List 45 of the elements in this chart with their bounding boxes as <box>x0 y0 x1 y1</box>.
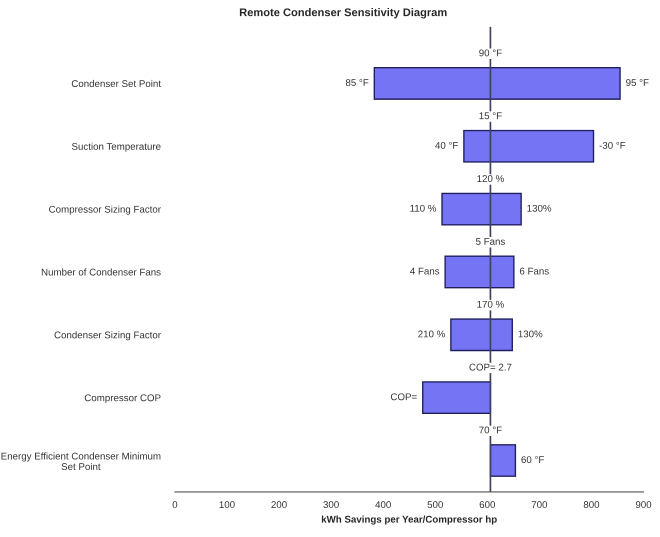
y-tick-label: Number of Condenser Fans <box>42 268 161 276</box>
y-tick-label: Suction Temperature <box>72 142 161 152</box>
x-tick-label: 500 <box>428 501 443 508</box>
chart-title: Remote Condenser Sensitivity Diagram <box>240 8 447 18</box>
annotation: 6 Fans <box>520 268 549 275</box>
bar <box>444 256 515 288</box>
annotation: 40 °F <box>435 142 458 149</box>
annotation: 210 % <box>418 330 445 338</box>
x-tick-label: 300 <box>323 501 339 508</box>
bar <box>374 67 621 100</box>
x-tick-label: 200 <box>271 501 287 508</box>
annotation: COP= 2.7 <box>469 364 512 371</box>
annotation: 70 °F <box>479 426 502 434</box>
x-tick-label: 100 <box>220 501 235 508</box>
x-tick-label: 700 <box>532 501 548 508</box>
annotation: 90 °F <box>479 49 502 56</box>
annotation: 130% <box>527 204 552 212</box>
bar <box>463 130 594 163</box>
x-tick-label: 800 <box>584 501 600 508</box>
annotation: 95 °F <box>626 79 649 86</box>
annotation: 4 Fans <box>410 268 440 275</box>
annotation: 15 °F <box>479 112 502 120</box>
annotation: 5 Fans <box>476 238 505 245</box>
annotation: 60 °F <box>521 456 544 464</box>
annotation: 130% <box>518 330 542 338</box>
bar <box>441 192 522 226</box>
y-tick-label: Compressor Sizing Factor <box>49 206 161 215</box>
bar <box>490 444 516 477</box>
annotation: 85 °F <box>346 79 368 86</box>
annotation: COP= <box>390 393 417 400</box>
bar <box>422 381 492 414</box>
x-tick-label: 600 <box>480 501 496 508</box>
bar <box>450 318 513 352</box>
y-tick-label: Condenser Set Point <box>72 80 161 88</box>
annotation: 110 % <box>410 204 436 212</box>
y-tick-label: Energy Efficient Condenser Minimum Set Point <box>2 452 160 470</box>
y-tick-label: Compressor COP <box>84 394 160 404</box>
annotation: 120 % <box>477 175 504 182</box>
annotation: -30 °F <box>600 142 626 149</box>
annotation: 170 % <box>477 300 504 308</box>
y-tick-label: Condenser Sizing Factor <box>54 331 161 340</box>
x-tick-label: 400 <box>375 501 391 508</box>
x-tick-label: 900 <box>636 501 652 508</box>
x-tick-label: 0 <box>172 501 178 508</box>
x-axis-title: kWh Savings per Year/Compressor hp <box>322 516 497 525</box>
